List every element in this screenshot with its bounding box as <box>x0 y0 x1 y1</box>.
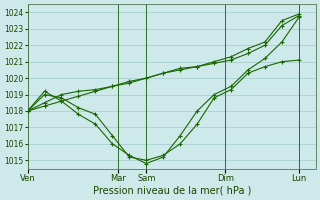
X-axis label: Pression niveau de la mer( hPa ): Pression niveau de la mer( hPa ) <box>92 186 251 196</box>
